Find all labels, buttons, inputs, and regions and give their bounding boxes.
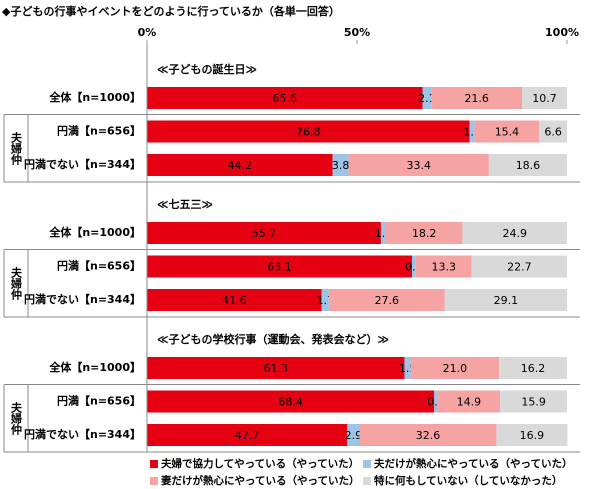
bar-segment [434,390,438,413]
data-label: 61.3 [263,362,288,375]
legend-swatch [363,460,371,468]
bar-segment [348,154,489,176]
bar-segment [437,390,501,413]
legend-swatch [363,477,371,485]
category-label: 円満でない【n=344】 [24,157,141,171]
data-label: 47.7 [235,429,260,442]
row-group-label: 夫婦仲 [10,400,24,435]
bar-segment [412,255,416,278]
category-label: 全体【n=1000】 [48,360,141,374]
data-label: 18.6 [516,159,541,172]
data-label: 10.7 [532,92,557,105]
bar-segment [488,154,567,176]
row-group-label: 夫婦仲 [10,265,24,300]
data-label: 2.9 [345,429,363,442]
data-label: 76.8 [296,126,321,139]
bar-segment [462,222,567,244]
data-label: 55.7 [252,227,277,240]
legend-swatch [150,477,158,485]
legend-label: 夫婦で協力してやっている（やっていた） [161,457,359,470]
bar-segment [380,222,386,244]
data-label: 21.0 [443,362,468,375]
bar-segment [147,255,413,278]
legend-label: 妻だけが熱心にやっている（やっていた） [161,474,359,487]
category-label: 円満【n=656】 [57,394,141,408]
data-label: 13.3 [431,261,456,274]
data-label: 29.1 [494,294,519,307]
data-label: 15.9 [521,396,546,409]
data-label: 21.6 [464,92,489,105]
bar-segment [147,424,348,446]
bar-segment [471,255,567,278]
bar-segment [328,289,445,311]
category-label: 円満でない【n=344】 [24,427,141,441]
bar-segment [332,154,349,176]
x-tick-label: 50% [344,26,370,39]
bar-segment [147,289,322,311]
bar-segment [359,424,497,446]
bar-segment [147,357,405,379]
row-group-label: 夫婦仲 [10,130,24,165]
data-label: 65.6 [273,92,298,105]
x-tick-label: 100% [545,26,579,39]
bar-segment [431,87,523,109]
bar-segment [522,87,567,109]
bar-segment [539,120,567,143]
category-label: 円満【n=656】 [57,124,141,138]
chart-title: ◆子どもの行事やイベントをどのように行っているか（各単一回答） [2,4,340,18]
data-label: 41.6 [222,294,247,307]
category-label: 円満【n=656】 [57,259,141,273]
bar-segment [385,222,463,244]
bar-segment [444,289,567,311]
legend-label: 夫だけが熱心にやっている（やっていた） [374,457,572,470]
data-label: 24.9 [502,227,527,240]
data-label: 33.4 [406,159,431,172]
category-label: 全体【n=1000】 [48,90,141,104]
data-label: 18.2 [412,227,437,240]
group-title: ≪七五三≫ [157,197,213,211]
category-label: 円満でない【n=344】 [24,292,141,306]
data-label: 14.9 [457,396,482,409]
data-label: 68.4 [278,396,303,409]
bar-segment [410,357,499,379]
bar-segment [347,424,360,446]
group-title: ≪子どもの学校行事（運動会、発表会など）≫ [157,332,389,346]
bar-segment [422,87,432,109]
category-label: 全体【n=1000】 [48,225,141,239]
bar-segment [147,222,381,244]
bar-segment [404,357,411,379]
bar-segment [147,120,470,143]
bar-segment [321,289,329,311]
x-tick-label: 0% [138,26,157,39]
bar-segment [496,424,568,446]
bar-segment [500,390,567,413]
legend-label: 特に何もしていない（していなかった） [374,474,562,487]
bar-segment [147,390,435,413]
data-label: 32.6 [416,429,441,442]
data-label: 44.2 [228,159,253,172]
bar-segment [147,154,333,176]
data-label: 22.7 [507,261,532,274]
data-label: 27.6 [375,294,400,307]
data-label: 63.1 [267,261,292,274]
data-label: 3.8 [332,159,350,172]
bar-segment [147,87,423,109]
bar-segment [415,255,472,278]
data-label: 15.4 [495,126,520,139]
data-label: 2.1 [418,92,436,105]
bar-segment [498,357,567,379]
group-title: ≪子どもの誕生日≫ [157,62,257,76]
data-label: 6.6 [544,126,562,139]
bar-segment [469,120,475,143]
data-label: 16.9 [520,429,545,442]
legend-swatch [150,460,158,468]
data-label: 16.2 [521,362,546,375]
bar-segment [474,120,540,143]
